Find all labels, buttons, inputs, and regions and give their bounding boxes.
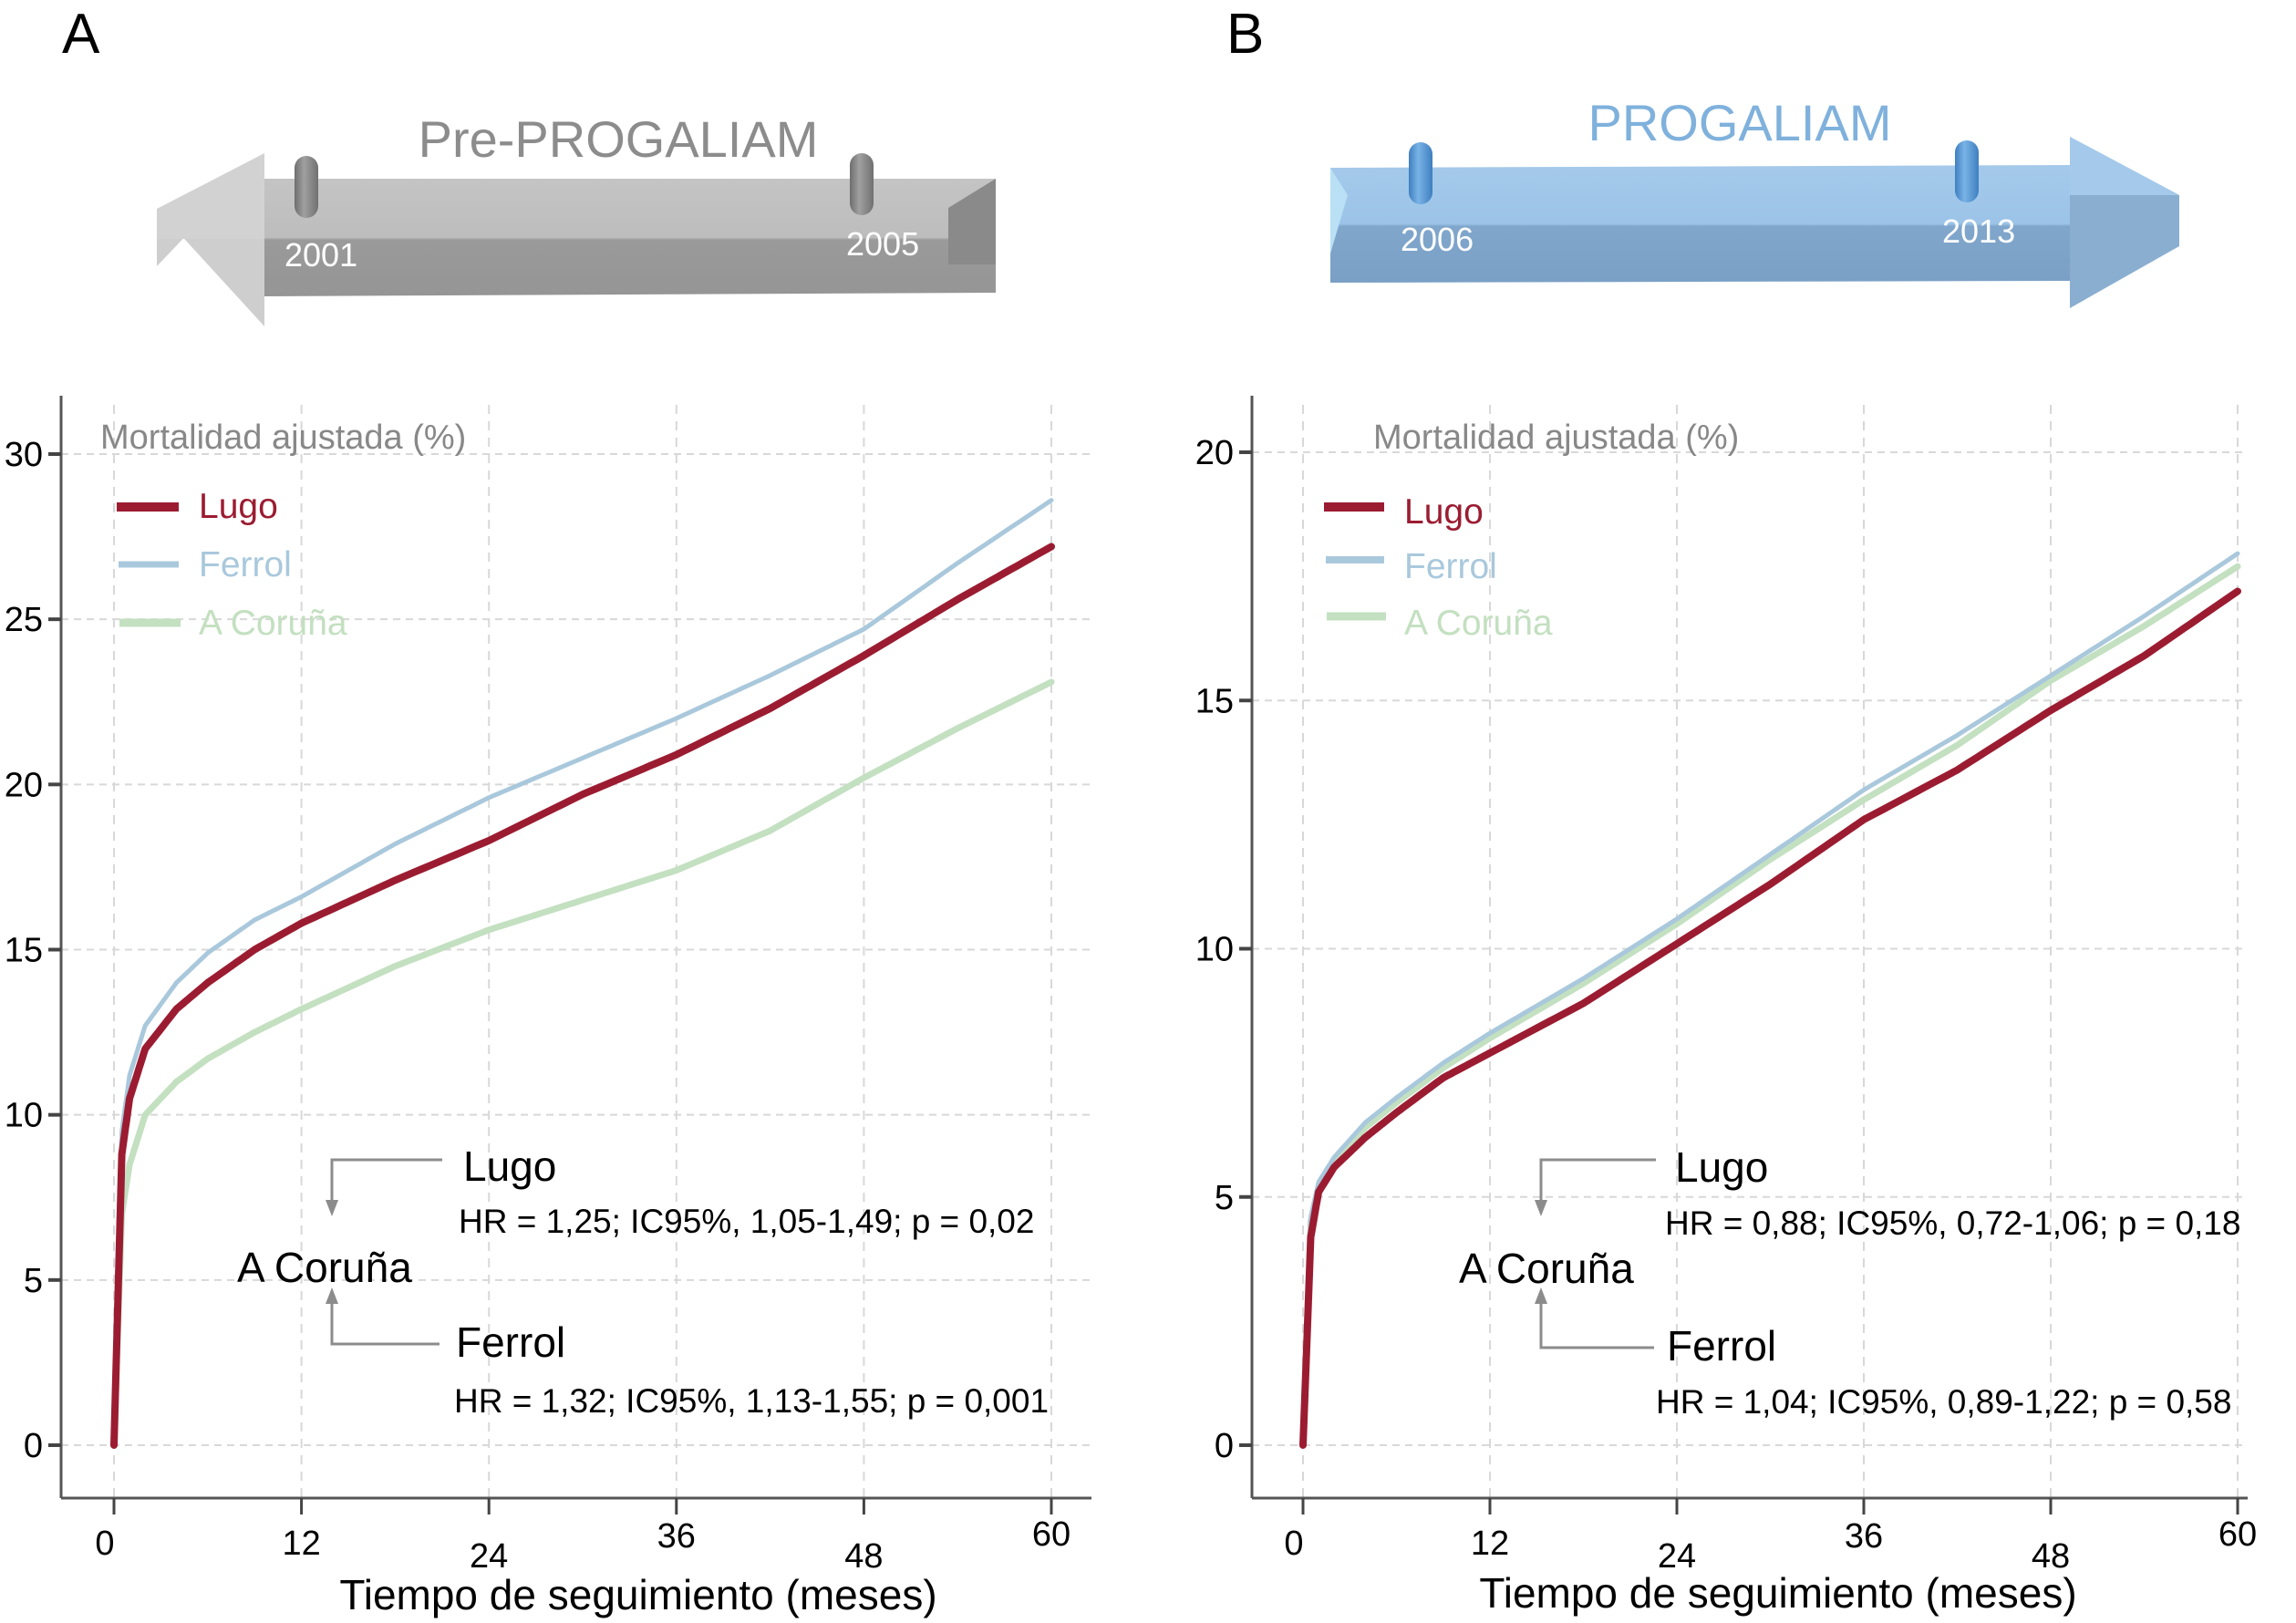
legend-a-ferrol-label: Ferrol — [199, 545, 292, 584]
annotation-a-ferrol-label: Ferrol — [456, 1318, 565, 1366]
annotation-b-reference: A Coruña — [1459, 1245, 1634, 1292]
panel-letter-a: A — [62, 3, 100, 66]
chart-b-xtick-label: 12 — [1471, 1525, 1509, 1563]
chart-b-ytick-label: 0 — [1215, 1427, 1234, 1465]
chart-a-ylabel: Mortalidad ajustada (%) — [100, 419, 466, 457]
chart-b-annotation: A Coruña Lugo HR = 0,88; IC95%, 0,72-1,0… — [1459, 1143, 2240, 1421]
annotation-a-lugo-label: Lugo — [463, 1142, 556, 1190]
banner-b-tail — [1330, 168, 1348, 253]
chart-a-xtick-label: 48 — [844, 1537, 883, 1576]
annotation-b-lugo-arrowhead — [1535, 1200, 1547, 1216]
banner-b-year-start: 2006 — [1401, 221, 1474, 258]
chart-a-xtick-label: 12 — [282, 1525, 320, 1563]
annotation-b-ferrol-label: Ferrol — [1667, 1322, 1776, 1370]
chart-a-ytick-label: 0 — [24, 1427, 43, 1465]
banner-b-arrowhead-top — [2070, 137, 2179, 195]
banner-a-year-end: 2005 — [846, 225, 919, 263]
chart-b-ytick-label: 20 — [1195, 434, 1234, 472]
chart-b-xtick-label: 48 — [2032, 1537, 2070, 1576]
chart-b-legend: Lugo Ferrol A Coruña — [1324, 492, 1553, 643]
chart-a-ytick-label: 15 — [5, 932, 43, 970]
chart-b-ylabel: Mortalidad ajustada (%) — [1373, 419, 1739, 457]
chart-a-ytick-label: 30 — [5, 436, 43, 474]
banner-a-marker-end — [850, 153, 874, 215]
banner-b-body — [1330, 165, 2077, 283]
annotation-b-ferrol-arrowhead — [1535, 1287, 1547, 1304]
chart-a-line-ferrol — [111, 498, 1054, 1448]
annotation-a-lugo-arrowhead — [326, 1200, 338, 1216]
chart-a-xtick-label: 0 — [95, 1525, 114, 1563]
chart-a-ytick-label: 20 — [5, 766, 43, 804]
annotation-a-ferrol-arrow — [330, 1298, 440, 1346]
annotation-b-lugo-hr: HR = 0,88; IC95%, 0,72-1,06; p = 0,18 — [1665, 1204, 2240, 1242]
chart-a-xlabel: Tiempo de seguimiento (meses) — [339, 1571, 936, 1618]
chart-b-xtick-label: 60 — [2218, 1515, 2257, 1554]
panel-letter-b: B — [1226, 3, 1264, 66]
annotation-a-ferrol-hr: HR = 1,32; IC95%, 1,13-1,55; p = 0,001 — [454, 1382, 1049, 1420]
chart-b-xtick-label: 24 — [1658, 1537, 1696, 1576]
banner-a-arrowhead-top — [157, 153, 264, 239]
chart-b-series — [1299, 551, 2241, 1449]
legend-b-lugo-label: Lugo — [1404, 492, 1484, 532]
chart-a-axes: 0 5 10 15 20 25 30 0 12 24 36 48 60 — [5, 396, 1091, 1576]
legend-a-coruna-label: A Coruña — [199, 604, 347, 643]
chart-b-line-a-coruna — [1299, 563, 2241, 1449]
chart-b-ytick-label: 10 — [1195, 931, 1234, 969]
annotation-b-lugo-arrow — [1539, 1158, 1656, 1205]
legend-a-lugo-label: Lugo — [199, 487, 278, 526]
chart-b-grid — [1252, 405, 2248, 1498]
chart-a: 0 5 10 15 20 25 30 0 12 24 36 48 60 Mortalidad ajust… — [5, 396, 1091, 1618]
banner-a-tail — [948, 179, 996, 264]
chart-a-ytick-label: 5 — [24, 1262, 43, 1300]
chart-b-ytick-label: 5 — [1215, 1179, 1234, 1217]
annotation-a-lugo-arrow — [330, 1158, 442, 1205]
chart-b: 0 5 10 15 20 0 12 24 36 48 60 Mortalidad ajustada … — [1195, 396, 2257, 1617]
banner-b-marker-start — [1409, 142, 1432, 204]
annotation-b-ferrol-hr: HR = 1,04; IC95%, 0,89-1,22; p = 0,58 — [1656, 1383, 2231, 1421]
chart-a-xtick-label: 24 — [470, 1537, 508, 1576]
annotation-b-lugo-label: Lugo — [1675, 1143, 1768, 1191]
banner-a-marker-start — [295, 156, 318, 218]
chart-a-legend: Lugo Ferrol A Coruña — [117, 487, 347, 643]
chart-a-series — [110, 498, 1055, 1449]
annotation-b-ferrol-arrow — [1539, 1298, 1654, 1349]
legend-b-coruna-label: A Coruña — [1404, 604, 1553, 643]
chart-a-line-a-coruna — [110, 678, 1055, 1449]
chart-b-ytick-label: 15 — [1195, 682, 1234, 720]
chart-a-ytick-label: 10 — [5, 1097, 43, 1135]
chart-b-xtick-label: 36 — [1845, 1517, 1883, 1556]
timeline-banner-b: PROGALIAM 2006 2013 — [1330, 94, 2179, 308]
banner-b-year-end: 2013 — [1942, 212, 2015, 250]
chart-b-line-ferrol — [1300, 551, 2240, 1448]
chart-a-line-lugo — [110, 543, 1055, 1449]
banner-a-year-start: 2001 — [284, 236, 357, 274]
chart-b-xlabel: Tiempo de seguimiento (meses) — [1479, 1569, 2076, 1617]
legend-b-ferrol-label: Ferrol — [1404, 547, 1497, 586]
banner-b-marker-end — [1955, 140, 1979, 202]
annotation-a-lugo-hr: HR = 1,25; IC95%, 1,05-1,49; p = 0,02 — [459, 1203, 1034, 1240]
chart-a-xtick-label: 36 — [657, 1517, 696, 1556]
chart-a-ytick-label: 25 — [5, 601, 43, 639]
chart-b-line-lugo — [1299, 587, 2241, 1449]
banner-a-title: Pre-PROGALIAM — [419, 110, 819, 168]
banner-b-title: PROGALIAM — [1588, 94, 1892, 151]
chart-b-xtick-label: 0 — [1284, 1525, 1303, 1563]
banner-a-body — [264, 179, 996, 296]
chart-a-xtick-label: 60 — [1032, 1515, 1070, 1554]
annotation-a-reference: A Coruña — [237, 1244, 412, 1291]
annotation-a-ferrol-arrowhead — [326, 1287, 338, 1304]
chart-b-axes: 0 5 10 15 20 0 12 24 36 48 60 — [1195, 396, 2257, 1576]
timeline-banner-a: Pre-PROGALIAM 2001 2005 — [157, 110, 996, 326]
chart-a-annotation: A Coruña Lugo HR = 1,25; IC95%, 1,05-1,4… — [237, 1142, 1049, 1420]
chart-a-grid — [61, 405, 1091, 1498]
